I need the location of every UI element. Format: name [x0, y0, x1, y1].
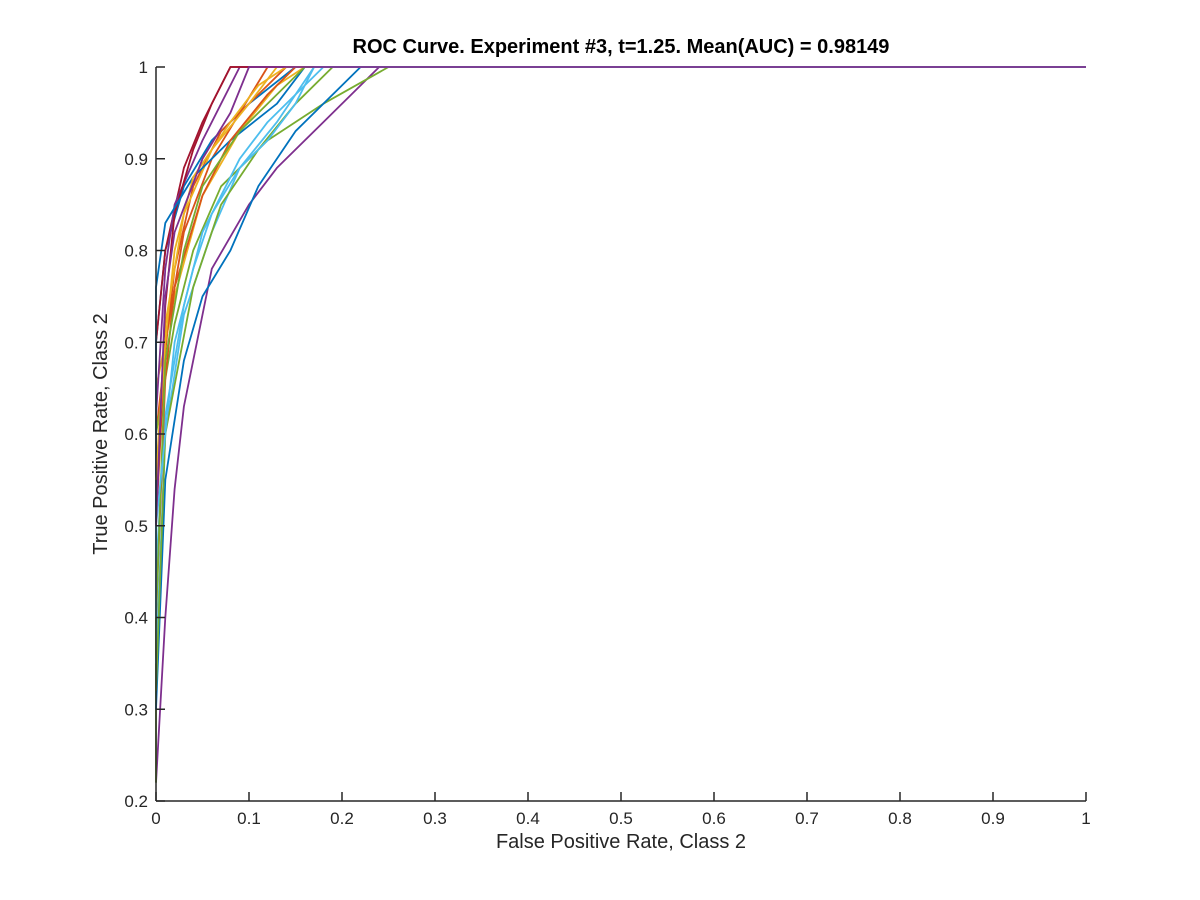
- roc-curve-20: [155, 66, 1086, 526]
- x-tick-label: 0.6: [702, 809, 726, 828]
- roc-curve-5: [155, 66, 1086, 783]
- series-layer: [155, 66, 1086, 783]
- roc-curve-8: [155, 66, 1086, 710]
- y-tick-label: 0.5: [124, 517, 148, 536]
- roc-curve-10: [155, 66, 1086, 480]
- roc-curve-6: [155, 66, 1086, 664]
- roc-curve-18: [155, 66, 1086, 618]
- y-tick-label: 0.9: [124, 150, 148, 169]
- y-tick-label: 0.3: [124, 700, 148, 719]
- y-tick-label: 0.4: [124, 609, 148, 628]
- x-tick-label: 0.2: [330, 809, 354, 828]
- roc-curve-16: [155, 66, 1086, 618]
- y-tick-label: 0.6: [124, 425, 148, 444]
- y-axis-label: True Positive Rate, Class 2: [90, 313, 112, 555]
- roc-curve-7: [155, 66, 1086, 590]
- x-tick-label: 0.5: [609, 809, 633, 828]
- axes-layer: [155, 67, 1086, 802]
- roc-curve-14: [155, 66, 1086, 526]
- roc-curve-13: [155, 66, 1086, 572]
- x-tick-label: 0.8: [888, 809, 912, 828]
- roc-curve-4: [155, 66, 1086, 783]
- roc-curve-19: [155, 66, 1086, 618]
- x-tick-label: 1: [1081, 809, 1090, 828]
- roc-curve-12: [155, 66, 1086, 691]
- x-ticks: 0 0.1 0.2 0.3 0.4 0.5 0.6 0.7 0.8 0.9 1: [151, 792, 1091, 828]
- roc-curve-1: [155, 66, 1086, 710]
- x-tick-label: 0.7: [795, 809, 819, 828]
- y-ticks: 0.2 0.3 0.4 0.5 0.6 0.7 0.8 0.9 1: [124, 58, 165, 811]
- y-tick-label: 0.8: [124, 242, 148, 261]
- chart-title: ROC Curve. Experiment #3, t=1.25. Mean(A…: [353, 36, 890, 58]
- x-tick-label: 0.3: [423, 809, 447, 828]
- roc-curve-2: [155, 66, 1086, 600]
- x-tick-label: 0.9: [981, 809, 1005, 828]
- roc-curve-9: [155, 66, 1086, 526]
- y-tick-label: 1: [139, 58, 148, 77]
- y-tick-label: 0.2: [124, 792, 148, 811]
- x-tick-label: 0.4: [516, 809, 540, 828]
- y-tick-label: 0.7: [124, 333, 148, 352]
- x-axis-label: False Positive Rate, Class 2: [496, 831, 746, 853]
- x-tick-label: 0: [151, 809, 160, 828]
- roc-curve-11: [155, 66, 1086, 416]
- roc-curve-15: [155, 66, 1086, 572]
- roc-curve-17: [155, 66, 1086, 480]
- roc-curve-3: [155, 66, 1086, 526]
- x-tick-label: 0.1: [237, 809, 261, 828]
